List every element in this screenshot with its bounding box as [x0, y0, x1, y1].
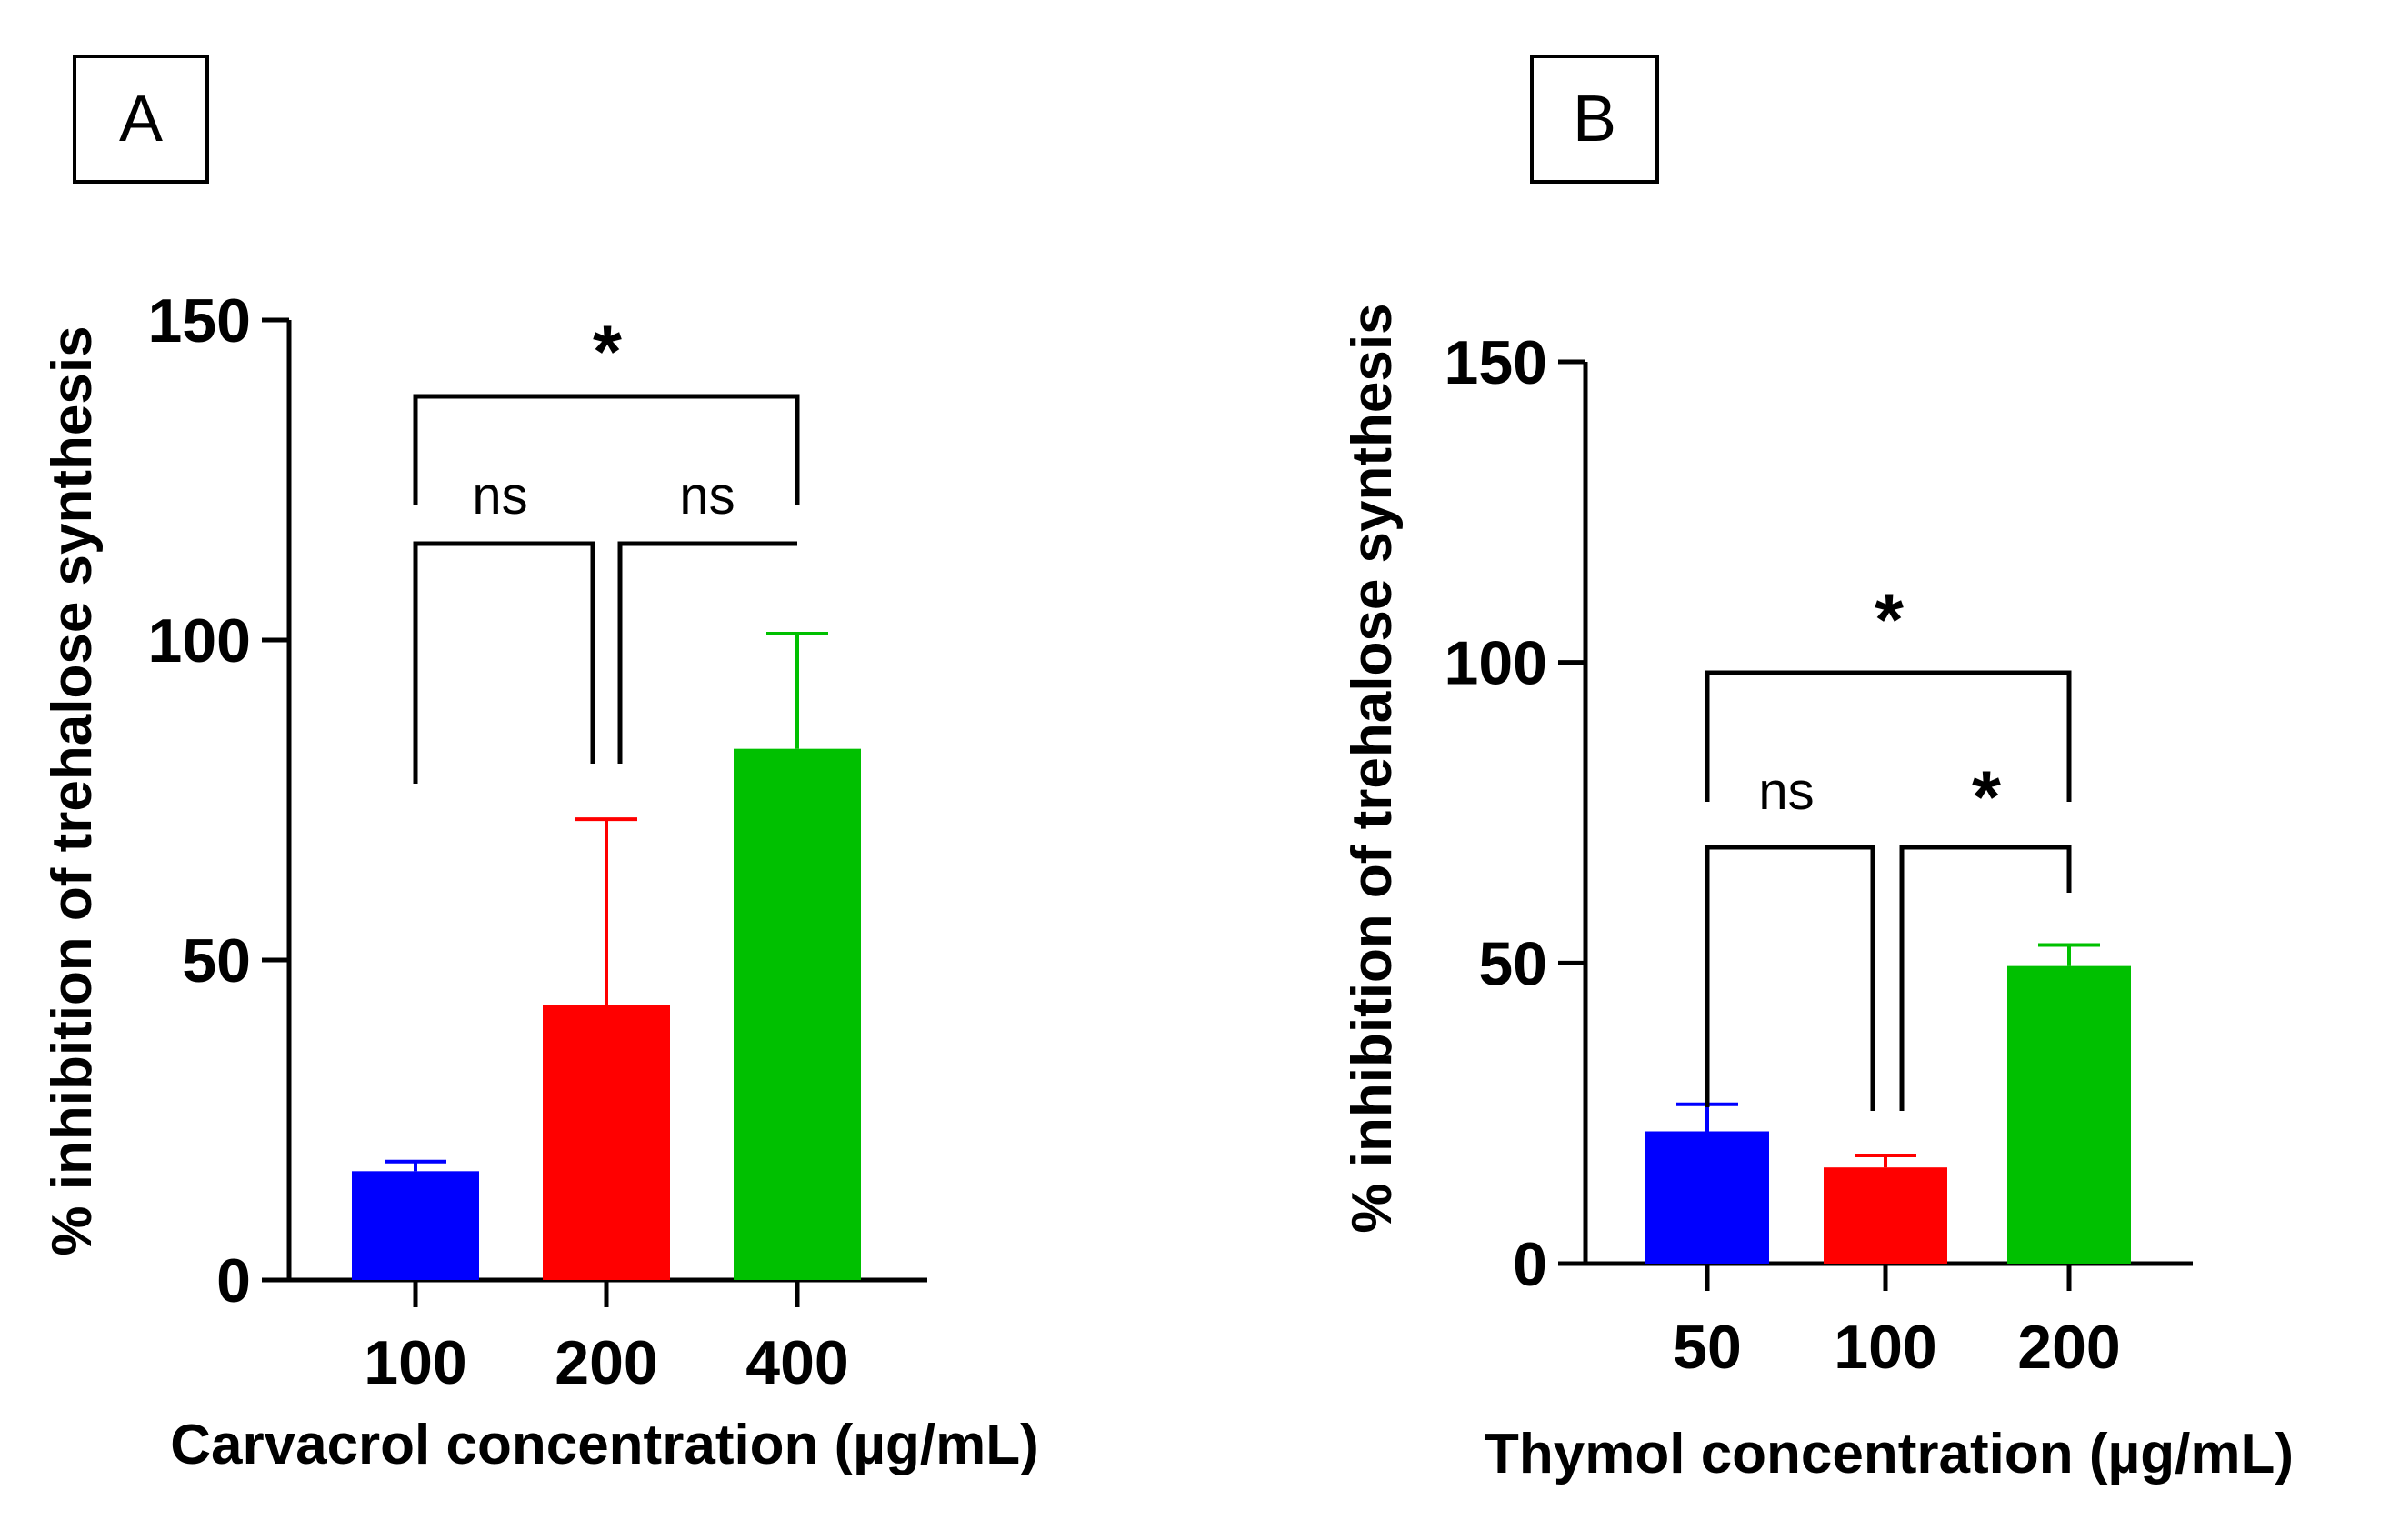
y-axis-title: % inhibition of trehalose synthesis	[41, 325, 104, 1255]
significance-bracket	[1899, 845, 2072, 1111]
x-axis-title: Thymol concentration (µg/mL)	[1485, 1423, 2294, 1485]
y-tick-label: 100	[148, 606, 251, 675]
significance-bracket	[413, 394, 800, 505]
panel-label: A	[119, 83, 163, 155]
x-tick-label: 200	[555, 1328, 657, 1397]
bar	[543, 1005, 670, 1280]
x-tick-label: 100	[364, 1328, 466, 1397]
panel-label: B	[1573, 83, 1616, 155]
bar	[1824, 1167, 1947, 1264]
significance-bracket	[1705, 845, 1875, 1111]
panel-a: A 0 50 100 150 100 200 400 ns ns * Carvacrol concen…	[41, 55, 1039, 1476]
y-axis-title: % inhibition of trehalose synthesis	[1341, 303, 1404, 1233]
x-tick-label: 400	[745, 1328, 848, 1397]
significance-label: ns	[1758, 762, 1814, 821]
significance-label: *	[593, 311, 622, 394]
x-tick-label: 200	[2017, 1313, 2120, 1382]
significance-label: *	[1875, 579, 1904, 662]
significance-bracket	[617, 541, 797, 764]
y-tick-label: 50	[182, 926, 251, 995]
significance-bracket	[413, 541, 595, 784]
bar	[1645, 1131, 1769, 1264]
x-axis-title: Carvacrol concentration (µg/mL)	[170, 1414, 1039, 1476]
significance-label: *	[1972, 756, 2001, 839]
x-tick-label: 50	[1673, 1313, 1742, 1382]
panel-label-box	[1530, 55, 1659, 184]
y-tick-label: 50	[1478, 929, 1547, 998]
bar	[352, 1171, 479, 1280]
significance-bracket	[1705, 670, 2072, 802]
bar	[734, 748, 861, 1280]
y-tick-label: 150	[148, 286, 251, 355]
y-tick-label: 0	[1513, 1230, 1547, 1299]
x-tick-label: 100	[1834, 1313, 1936, 1382]
significance-label: ns	[679, 466, 735, 525]
panel-b: B 0 50 100 150 50 100 200 ns * * Thymol concentrati…	[1341, 55, 2294, 1485]
bar	[2007, 965, 2131, 1264]
y-tick-label: 0	[216, 1246, 251, 1315]
panel-label-box	[73, 55, 209, 184]
y-tick-label: 150	[1445, 328, 1547, 397]
y-tick-label: 100	[1445, 629, 1547, 698]
significance-label: ns	[472, 466, 527, 525]
